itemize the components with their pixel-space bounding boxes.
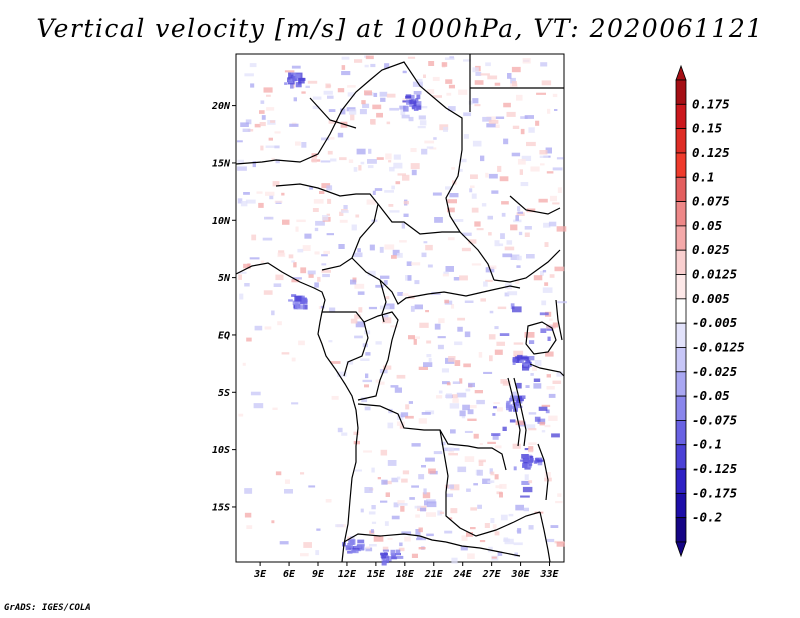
colorbar-swatch [675,371,687,397]
colorbar-swatch [675,444,687,470]
colorbar-swatch [675,152,687,178]
lake-tanganyika-east [513,377,527,447]
border-tanzania [529,363,565,377]
colorbar-swatch [675,347,687,373]
colorbar-label: 0.005 [692,291,730,306]
border-niger-nigeria [275,183,379,271]
border-angola-namibia [343,533,447,543]
colorbar-swatch [675,225,687,251]
border-sahara-nw [309,97,357,129]
lake-tanganyika [507,377,521,447]
colorbar-swatch [675,468,687,494]
border-botswana [445,541,521,557]
colorbar-label: 0.175 [692,96,730,111]
border-mozambique [539,511,551,563]
colorbar-label: -0.025 [692,364,738,379]
lat-tick-label: 15N [212,158,231,169]
lon-tick-label: 21E [424,569,444,580]
lake-victoria [525,321,557,355]
border-car-south [379,279,387,323]
border-cameroon [351,257,521,305]
lon-tick-label: 12E [338,569,357,580]
lat-tick-label: EQ [218,330,230,341]
colorbar-swatch [675,395,687,421]
colorbar-label: 0.025 [692,242,730,257]
colorbar-label: -0.05 [692,388,730,403]
colorbar-label: -0.2 [692,510,722,525]
border-uganda-kenya [555,299,563,341]
lon-tick-label: 9E [312,569,325,580]
colorbar-swatch [675,79,687,105]
border-drc-angola [357,403,507,471]
colorbar-bottom-arrow [675,541,687,558]
colorbar-label: 0.125 [692,145,730,160]
chart-title: Vertical velocity [m/s] at 1000hPa, VT: … [36,14,764,43]
lat-axis: 20N 15N 10N 5N EQ 5S 10S 15S [211,101,236,513]
colorbar-label: -0.0125 [692,340,745,355]
colorbar-label: 0.075 [692,194,730,209]
lon-tick-label: 18E [396,569,415,580]
colorbar-swatch [675,420,687,446]
colorbar-swatch [675,201,687,227]
colorbar-swatch [675,274,687,300]
colorbar: 0.175 0.15 0.125 0.1 0.075 0.05 0.025 0.0125 0.0… [675,64,745,558]
colorbar-swatch [675,322,687,348]
lat-tick-label: 5N [218,273,231,284]
lon-tick-label: 30E [511,569,531,580]
lon-tick-label: 6E [283,569,296,580]
colorbar-label: -0.005 [692,315,738,330]
lon-tick-label: 3E [253,569,267,580]
lon-axis: 3E 6E 9E 12E 15E 18E 21E 24E 27E 30E 33E [253,562,560,580]
colorbar-label: 0.05 [692,218,723,233]
lat-tick-label: 10S [212,445,230,456]
border-sudan-south [493,249,561,283]
grads-credit: GrADS: IGES/COLA [4,603,91,613]
lat-tick-label: 5S [218,388,230,399]
border-ethiopia [509,195,561,215]
lon-tick-label: 15E [367,569,386,580]
colorbar-swatch [675,103,687,130]
colorbar-swatch [675,298,687,324]
colorbar-label: 0.15 [692,121,723,136]
colorbar-swatch [675,517,687,543]
colorbar-swatch [675,128,687,154]
lat-tick-label: 15S [212,502,230,513]
colorbar-label: -0.1 [692,437,722,452]
colorbar-label: -0.125 [692,461,738,476]
velocity-shading [237,55,567,566]
map-panel [235,53,567,566]
coastline-west [235,262,359,563]
border-chad [377,203,460,235]
colorbar-label: -0.175 [692,485,738,500]
colorbar-label: -0.075 [692,412,738,427]
border-gabon [322,311,369,377]
lon-tick-label: 27E [482,569,502,580]
lake-malawi [537,443,549,501]
border-mali-niger [235,61,495,281]
colorbar-top-arrow [675,64,687,81]
lat-tick-label: 10N [212,216,231,227]
border-congo [357,311,399,401]
colorbar-label: 0.1 [692,169,715,184]
colorbar-swatch [675,492,687,519]
lon-tick-label: 33E [539,569,559,580]
colorbar-label: 0.0125 [692,267,738,282]
country-borders [235,54,565,563]
lat-tick-label: 20N [211,101,231,112]
colorbar-swatch [675,249,687,275]
border-zambia [439,429,541,537]
lon-tick-label: 24E [453,569,473,580]
colorbar-swatch [675,176,687,202]
